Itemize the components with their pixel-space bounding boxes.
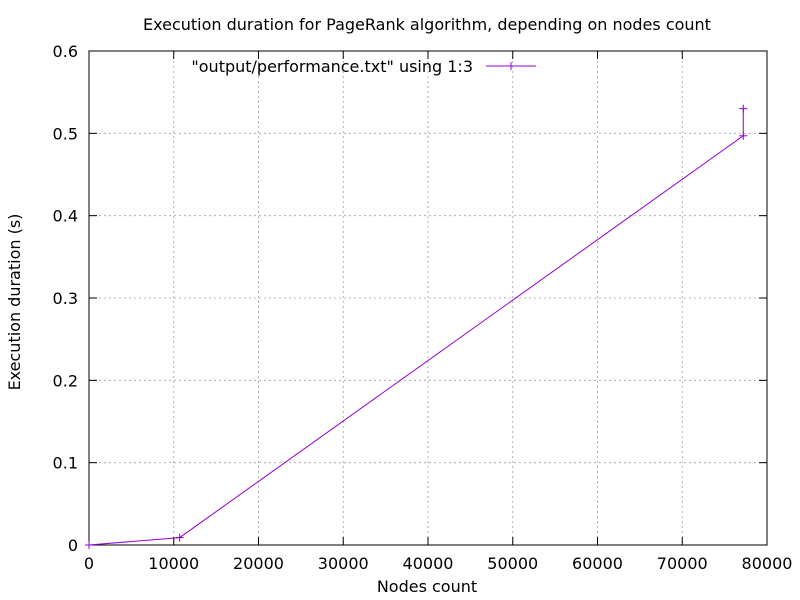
y-tick-label: 0.4 [53,207,78,226]
legend-label: "output/performance.txt" using 1:3 [191,57,473,76]
data-point [739,131,748,140]
series-line [88,108,744,546]
x-tick-label: 10000 [148,554,199,573]
x-tick-label: 60000 [572,554,623,573]
data-point [85,541,93,549]
x-tick-label: 50000 [487,554,538,573]
y-tick-label: 0.6 [53,42,78,61]
x-tick-label: 0 [84,554,94,573]
x-tick-label: 70000 [657,554,708,573]
data-point [175,533,184,542]
x-tick-label: 20000 [233,554,284,573]
y-tick-label: 0 [68,536,78,555]
y-tick-label: 0.5 [53,124,78,143]
x-tick-label: 30000 [318,554,369,573]
grid [89,51,767,545]
data-point [739,104,748,113]
y-axis-label: Execution duration (s) [5,214,24,391]
legend: "output/performance.txt" using 1:3 [191,57,536,76]
y-tick-label: 0.3 [53,289,78,308]
x-axis-label: Nodes count [377,577,477,596]
ticks: 0 10000 20000 30000 40000 50000 60000 70000 8000… [53,42,793,573]
x-tick-label: 80000 [742,554,793,573]
chart-title: Execution duration for PageRank algorith… [143,15,711,34]
y-tick-label: 0.1 [53,454,78,473]
x-tick-label: 40000 [403,554,454,573]
legend-plus-icon [507,62,515,70]
y-tick-label: 0.2 [53,371,78,390]
series-layer [85,104,748,549]
legend-marker [507,62,515,70]
